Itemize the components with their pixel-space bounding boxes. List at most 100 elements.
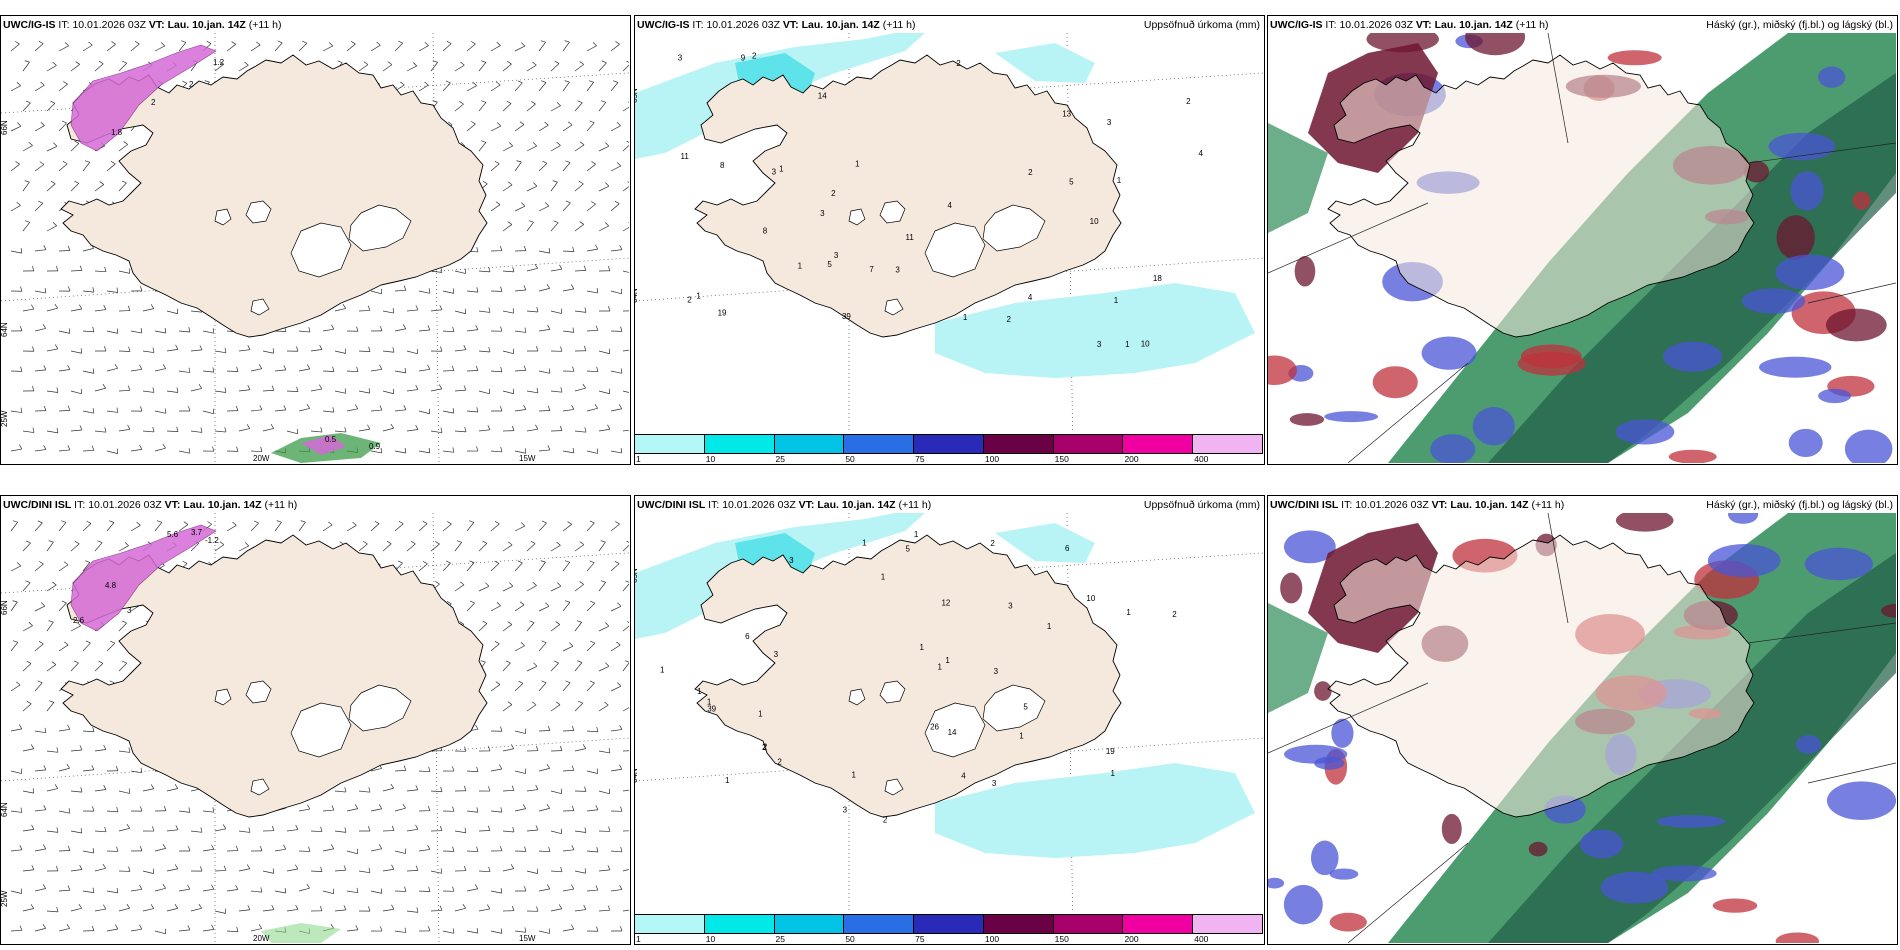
cloud-patch — [1294, 256, 1316, 287]
glacier — [848, 208, 866, 226]
precip-amount: 1 — [798, 261, 803, 270]
colorbar-swatch — [1193, 915, 1264, 933]
init-time: 10.01.2026 03Z — [72, 19, 146, 31]
precip-amount: 19 — [718, 309, 727, 318]
precip-amount: 13 — [1062, 110, 1071, 119]
precip-amount: 7 — [869, 265, 874, 274]
map-panel-wind: UWC/DINI ISL IT: 10.01.2026 03Z VT: Lau.… — [0, 495, 631, 945]
precip-amount: 39 — [707, 704, 716, 713]
valid-time: Lau. 10.jan. 14Z — [1450, 499, 1529, 511]
lat-label: 64N — [635, 288, 639, 303]
glacier — [879, 200, 906, 224]
precip-amount: 2 — [956, 59, 961, 68]
precip-amount: 10 — [1141, 340, 1150, 349]
precip-amount: 1 — [697, 687, 702, 696]
cloud-patch — [1331, 718, 1354, 748]
colorbar-tick: 75 — [915, 454, 925, 464]
cloud-patch — [1788, 428, 1823, 458]
model-name: UWC/DINI ISL — [1270, 499, 1339, 511]
lon-label: 25W — [1, 890, 9, 907]
precip-amount: 26 — [930, 722, 939, 731]
vt-label: VT: — [1415, 19, 1432, 31]
precip-amount: 4 — [948, 201, 953, 210]
contour-label: 5.6 — [167, 530, 179, 539]
colorbar-tick: 200 — [1124, 454, 1139, 464]
lon-label: 15W — [519, 454, 536, 463]
colorbar-tick: 100 — [984, 934, 1000, 944]
grid-line — [1, 257, 629, 302]
iceland-landmass — [1327, 534, 1755, 818]
cloud-patch — [1712, 898, 1758, 913]
map-panel-cloud: UWC/IG-IS IT: 10.01.2026 03Z VT: Lau. 10… — [1267, 15, 1898, 465]
region-line — [1747, 142, 1896, 164]
precip-amount: 8 — [720, 161, 725, 170]
cloud-patch — [1314, 756, 1345, 770]
cloud-patch — [1580, 829, 1624, 859]
colorbar-tick: 10 — [705, 934, 716, 944]
cloud-patch — [1472, 407, 1515, 446]
low-cloud-green — [1268, 603, 1328, 713]
cloud-patch — [1289, 413, 1325, 426]
precip-amount: 2 — [752, 51, 757, 60]
precip-amount: 5 — [906, 544, 911, 553]
colorbar-tick: 200 — [1124, 934, 1139, 944]
lat-label: 64N — [1, 802, 9, 817]
region-line — [1747, 622, 1896, 644]
cloud-patch — [1759, 356, 1832, 378]
precip-amount: 11 — [905, 233, 914, 242]
precip-amount: 1 — [1019, 732, 1024, 741]
colorbar-swatch — [635, 915, 705, 933]
colorbar-swatch — [774, 915, 845, 933]
lon-label: 25W — [1, 410, 9, 427]
map-svg: 1631014312111111211123351111121256242619… — [635, 513, 1263, 913]
precip-light — [935, 283, 1255, 378]
init-time: 10.01.2026 03Z — [706, 19, 780, 31]
lon-label: 20W — [253, 934, 270, 943]
colorbar-tick: 1 — [636, 934, 641, 944]
model-name: UWC/IG-IS — [3, 19, 56, 31]
precip-amount: 3 — [843, 805, 848, 814]
map-canvas: -1.2 5.6 3.7 4.8 3 2.6 66N 64N 25W 20W 15W — [1, 513, 629, 943]
precip-amount: 2 — [1028, 168, 1033, 177]
colorbar-tick: 1 — [636, 454, 641, 464]
colorbar-swatch — [1123, 915, 1194, 933]
cloud-patch — [1465, 33, 1526, 56]
panel-title: Uppsöfnuð úrkoma (mm) — [1143, 499, 1260, 511]
colorbar-swatch — [983, 435, 1054, 453]
vt-label: VT: — [782, 19, 799, 31]
map-canvas: 1 6 3 10 14 3 1 2 1 1 1 1 1 1 2 1 1 1 2 3 3 5 1 1 1 1 1 2 12 5 6 2 4 26 19… — [635, 513, 1263, 943]
contour-label: 0.5 — [325, 435, 337, 444]
precip-amount: 1 — [696, 292, 701, 301]
precip-amount: 6 — [745, 632, 750, 641]
precip-light — [935, 763, 1255, 858]
glacier — [250, 778, 270, 796]
precip-amount: 1 — [1114, 296, 1119, 305]
precip-amount: 5 — [827, 260, 832, 269]
colorbar: 1 10 25 50 75 100 150 200 400 — [635, 434, 1264, 464]
lead-time: (+11 h) — [1515, 19, 1549, 31]
precip-amount: 1 — [938, 663, 943, 672]
lon-label: 20W — [253, 454, 270, 463]
colorbar-swatch — [635, 435, 705, 453]
map-panel-cloud: UWC/DINI ISL IT: 10.01.2026 03Z VT: Lau.… — [1267, 495, 1898, 945]
panel-title: Háský (gr.), miðský (fj.bl.) og lágský (… — [1706, 19, 1893, 31]
it-label: IT: — [708, 499, 720, 511]
precip-amount: 14 — [948, 728, 957, 737]
vt-label: VT: — [164, 499, 181, 511]
colorbar-swatch — [704, 435, 775, 453]
vt-label: VT: — [1431, 499, 1448, 511]
colorbar-tick: 25 — [775, 934, 786, 944]
precip-amount: 1 — [660, 665, 665, 674]
precip-amount: 10 — [1090, 217, 1099, 226]
region-line — [1347, 842, 1469, 943]
colorbar-tick: 150 — [1054, 934, 1069, 944]
cloud-patch — [1844, 429, 1893, 463]
contour-label: 2 — [151, 98, 156, 107]
contour-label: -1.2 — [205, 536, 219, 545]
cloud-patch — [1528, 841, 1548, 857]
cloud-patch — [1372, 366, 1418, 399]
contour-label: 4.8 — [105, 581, 117, 590]
lead-time: (+11 h) — [882, 19, 916, 31]
contour-label: 0.9 — [369, 442, 381, 451]
cloud-patch — [1707, 544, 1781, 578]
